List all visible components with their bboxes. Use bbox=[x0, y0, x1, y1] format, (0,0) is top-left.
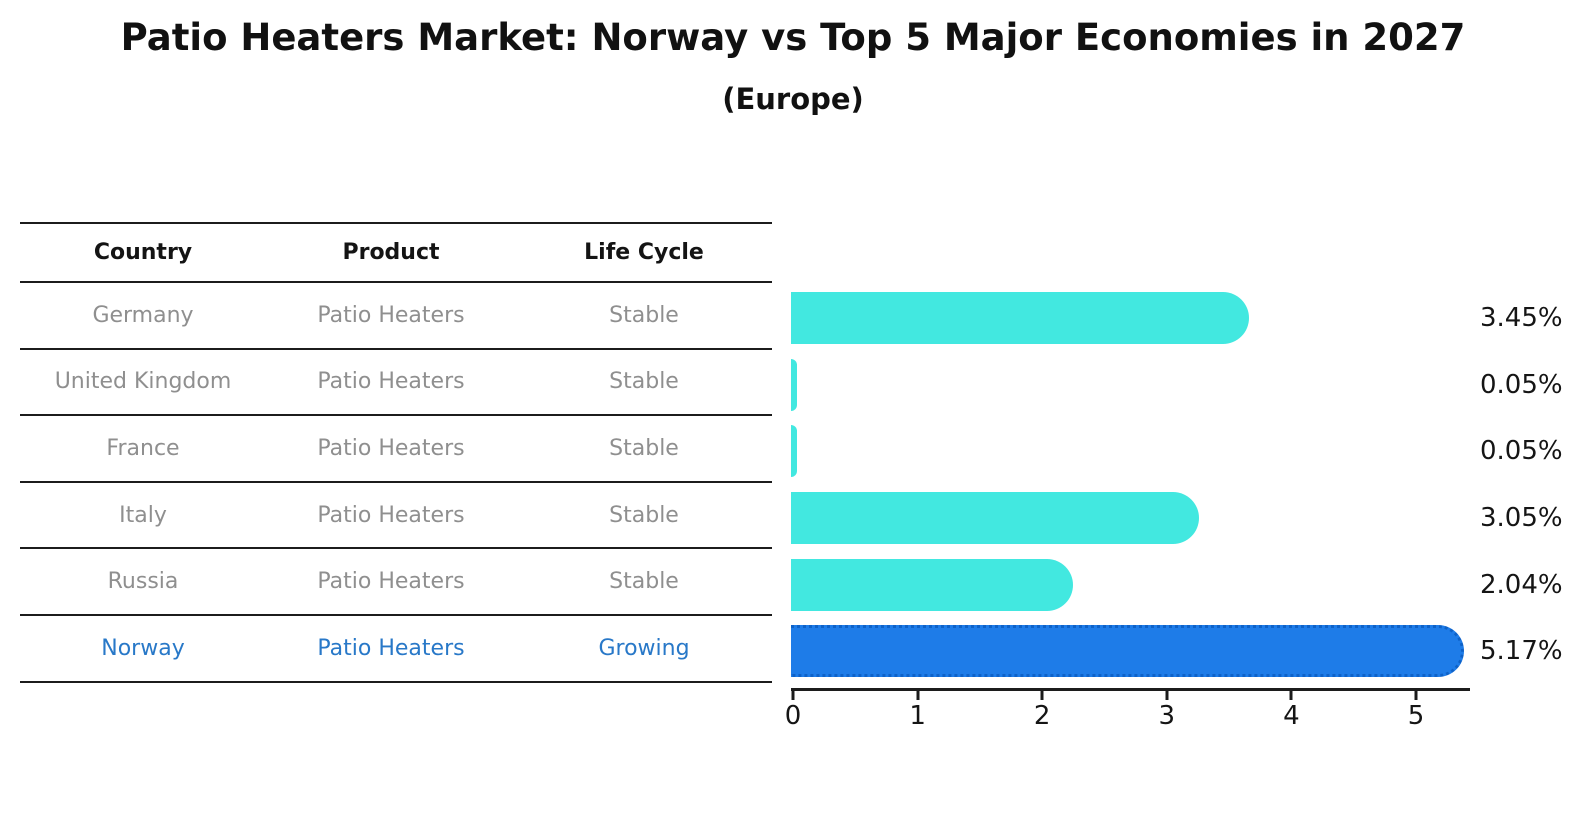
table-cell-product: Patio Heaters bbox=[317, 302, 465, 328]
value-label-germany: 3.45% bbox=[1480, 303, 1563, 334]
table-cell-life-cycle: Growing bbox=[598, 635, 690, 661]
bar-chart bbox=[791, 285, 1491, 685]
value-labels: 3.45% 0.05% 0.05% 3.05% 2.04% 5.17% bbox=[1480, 285, 1563, 685]
bar-russia bbox=[791, 558, 1073, 611]
x-axis-tick-label: 2 bbox=[1033, 701, 1051, 731]
value-label-italy: 3.05% bbox=[1480, 503, 1563, 534]
table-cell-life-cycle: Stable bbox=[609, 435, 679, 461]
x-axis-tick-label: 0 bbox=[784, 701, 802, 731]
table-cell-life-cycle: Stable bbox=[609, 302, 679, 328]
table-cell-country: United Kingdom bbox=[54, 369, 232, 395]
x-axis-tick-label: 4 bbox=[1283, 701, 1300, 731]
x-axis-tick-mark bbox=[1414, 691, 1418, 700]
bar-italy bbox=[791, 492, 1200, 545]
bar-row-russia bbox=[791, 551, 1491, 618]
x-axis-tick-mark bbox=[1165, 691, 1169, 700]
bar-row-united-kingdom bbox=[791, 352, 1491, 419]
bar-row-germany bbox=[791, 285, 1491, 352]
value-label-france: 0.05% bbox=[1480, 436, 1563, 467]
table-header-country: Country bbox=[93, 240, 193, 265]
table-row-norway-highlight: Norway Patio Heaters Growing bbox=[20, 616, 772, 683]
value-label-united-kingdom: 0.05% bbox=[1480, 369, 1563, 400]
table-cell-product: Patio Heaters bbox=[317, 502, 465, 528]
table-row: Italy Patio Heaters Stable bbox=[20, 483, 772, 550]
chart-subtitle: (Europe) bbox=[722, 82, 864, 116]
table-header-product: Product bbox=[342, 240, 440, 265]
table-row: Russia Patio Heaters Stable bbox=[20, 549, 772, 616]
table-cell-country: Norway bbox=[101, 635, 185, 661]
x-axis-tick-mark bbox=[791, 691, 795, 700]
value-label-russia: 2.04% bbox=[1480, 569, 1563, 600]
value-label-norway: 5.17% bbox=[1480, 636, 1563, 667]
table-cell-country: France bbox=[106, 435, 180, 461]
table-row: Germany Patio Heaters Stable bbox=[20, 283, 772, 350]
table-row: United Kingdom Patio Heaters Stable bbox=[20, 350, 772, 417]
table-cell-life-cycle: Stable bbox=[609, 369, 679, 395]
x-axis-tick-label: 3 bbox=[1158, 701, 1176, 731]
table-row: France Patio Heaters Stable bbox=[20, 416, 772, 483]
table-cell-product: Patio Heaters bbox=[317, 435, 465, 461]
x-axis-tick-mark bbox=[1040, 691, 1044, 700]
table-cell-country: Russia bbox=[107, 569, 179, 595]
table-cell-life-cycle: Stable bbox=[609, 569, 679, 595]
table-header-life-cycle: Life Cycle bbox=[584, 240, 704, 265]
table-cell-country: Italy bbox=[119, 502, 167, 528]
bar-row-italy bbox=[791, 485, 1491, 552]
x-axis-tick-mark bbox=[1289, 691, 1293, 700]
bar-germany bbox=[791, 292, 1250, 345]
x-axis-tick-label: 1 bbox=[909, 701, 926, 731]
bar-row-norway bbox=[791, 618, 1491, 685]
x-axis-tick-mark bbox=[916, 691, 920, 700]
table-cell-product: Patio Heaters bbox=[317, 635, 465, 661]
table-cell-life-cycle: Stable bbox=[609, 502, 679, 528]
x-axis-tick-label: 5 bbox=[1407, 701, 1425, 731]
table-cell-product: Patio Heaters bbox=[317, 569, 465, 595]
table-cell-country: Germany bbox=[92, 302, 194, 328]
bar-united-kingdom bbox=[791, 358, 798, 411]
chart-title: Patio Heaters Market: Norway vs Top 5 Ma… bbox=[120, 16, 1466, 59]
x-axis-line bbox=[791, 688, 1470, 691]
table-cell-product: Patio Heaters bbox=[317, 369, 465, 395]
table-header-row: Country Product Life Cycle bbox=[20, 224, 772, 283]
bar-france bbox=[791, 425, 798, 478]
country-table: Country Product Life Cycle Germany Patio… bbox=[20, 222, 772, 683]
bar-norway-highlight bbox=[791, 625, 1465, 678]
bar-row-france bbox=[791, 418, 1491, 485]
